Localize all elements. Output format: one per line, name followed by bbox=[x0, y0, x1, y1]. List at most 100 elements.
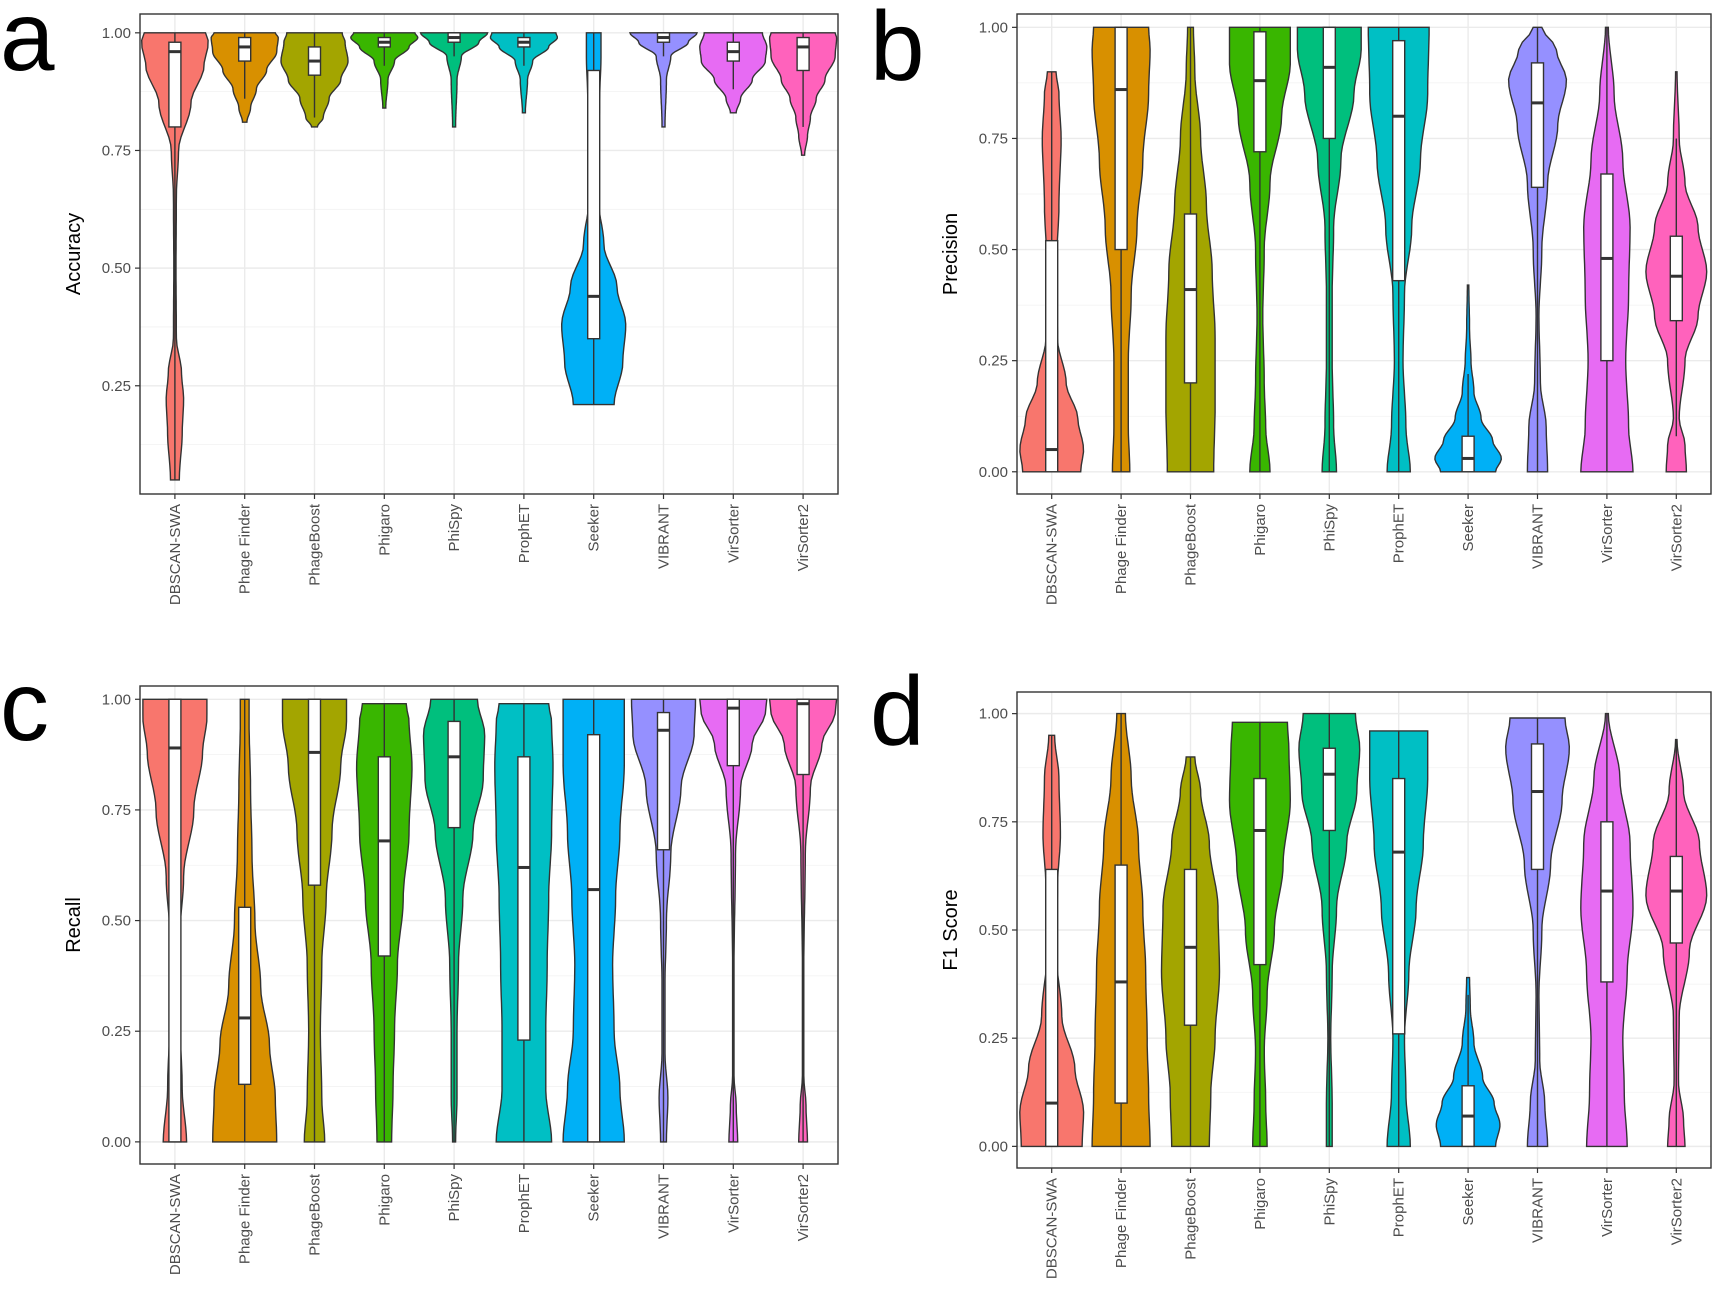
plot-background bbox=[140, 14, 838, 494]
violin-phigaro bbox=[350, 32, 419, 109]
box bbox=[656, 711, 671, 851]
violin-dbscan-swa bbox=[1019, 734, 1085, 1148]
panel-a: 0.25 0.50 0.75 1.00 DBSCAN-SWA Phage Finder Ph… bbox=[0, 0, 839, 605]
box bbox=[1669, 235, 1684, 322]
violin-virsorter bbox=[1580, 712, 1634, 1148]
box bbox=[1391, 777, 1406, 1035]
panel-c: 0.00 0.25 0.50 0.75 1.00 DBSCAN-SWA Phage Find… bbox=[0, 651, 839, 1275]
x-tick-label: VIBRANT bbox=[656, 1174, 673, 1239]
panel-label: c bbox=[0, 651, 49, 761]
x-tick-label: DBSCAN-SWA bbox=[167, 504, 184, 605]
x-tick-label: ProphET bbox=[1391, 504, 1408, 563]
violin-vibrant bbox=[628, 32, 699, 128]
x-tick-label: PhageBoost bbox=[1183, 1177, 1200, 1260]
violin-dbscan-swa bbox=[142, 698, 208, 1143]
box bbox=[1530, 743, 1545, 871]
y-tick-label: 0.50 bbox=[102, 260, 131, 277]
y-tick-label: 0.00 bbox=[102, 1134, 131, 1151]
violin-phispy bbox=[1298, 712, 1361, 1148]
y-tick-label: 0.00 bbox=[979, 464, 1008, 481]
violin-phage-finder bbox=[1091, 712, 1151, 1148]
violin-prophet bbox=[1367, 26, 1430, 473]
box bbox=[1183, 213, 1198, 384]
violin-vibrant bbox=[1504, 717, 1571, 1148]
x-tick-label: PhiSpy bbox=[1321, 504, 1338, 552]
x-tick-label: Phage Finder bbox=[1113, 1178, 1130, 1268]
box bbox=[237, 906, 252, 1086]
y-tick-label: 0.75 bbox=[979, 814, 1008, 831]
violin-phispy bbox=[1296, 26, 1362, 473]
violin-vibrant bbox=[1507, 26, 1568, 473]
y-tick-label: 0.25 bbox=[979, 353, 1008, 370]
violin-phageboost bbox=[280, 32, 349, 128]
box bbox=[726, 698, 740, 767]
box bbox=[1253, 31, 1267, 153]
x-tick-label: VirSorter2 bbox=[795, 504, 812, 571]
box bbox=[1669, 855, 1684, 944]
violin-phispy bbox=[419, 32, 489, 128]
y-axis-title: Accuracy bbox=[63, 213, 85, 295]
violin-phageboost bbox=[1165, 26, 1216, 473]
box bbox=[1114, 26, 1128, 251]
violin-virsorter bbox=[1580, 26, 1634, 473]
x-tick-label: PhageBoost bbox=[307, 1173, 324, 1256]
violin-prophet bbox=[494, 703, 554, 1143]
x-tick-label: ProphET bbox=[1391, 1178, 1408, 1237]
x-tick-label: Phage Finder bbox=[237, 1174, 254, 1264]
violin-phage-finder bbox=[211, 698, 278, 1143]
violin-virsorter2 bbox=[1645, 738, 1708, 1148]
panel-b: 0.00 0.25 0.50 0.75 1.00 DBSCAN-SWA Phage Find… bbox=[870, 0, 1712, 605]
violin-virsorter2 bbox=[768, 32, 838, 156]
violin-seeker bbox=[560, 32, 627, 406]
violin-phage-finder bbox=[1091, 26, 1151, 473]
violin-body bbox=[628, 32, 699, 128]
box bbox=[1461, 435, 1475, 473]
x-tick-label: PhiSpy bbox=[446, 504, 463, 552]
x-tick-label: VIBRANT bbox=[1530, 504, 1547, 569]
y-tick-label: 1.00 bbox=[979, 19, 1008, 36]
violin-body bbox=[350, 32, 419, 109]
y-tick-label: 0.50 bbox=[979, 922, 1008, 939]
y-tick-label: 1.00 bbox=[979, 706, 1008, 723]
violin-dbscan-swa bbox=[140, 32, 209, 481]
x-tick-label: VirSorter2 bbox=[795, 1174, 812, 1241]
box bbox=[1530, 62, 1545, 189]
plot-border bbox=[139, 13, 839, 495]
y-tick-label: 0.75 bbox=[102, 802, 131, 819]
x-tick-label: DBSCAN-SWA bbox=[167, 1174, 184, 1275]
y-tick-label: 0.75 bbox=[979, 130, 1008, 147]
violin-vibrant bbox=[630, 698, 697, 1143]
y-axis-title: Recall bbox=[63, 897, 85, 953]
x-tick-label: ProphET bbox=[516, 504, 533, 563]
x-tick-label: ProphET bbox=[516, 1174, 533, 1233]
box bbox=[1322, 26, 1337, 140]
x-tick-label: PhageBoost bbox=[1183, 503, 1200, 586]
box bbox=[447, 720, 461, 829]
box bbox=[1114, 864, 1128, 1104]
box bbox=[1253, 777, 1267, 966]
violin-phigaro bbox=[1228, 721, 1292, 1148]
y-tick-label: 0.25 bbox=[102, 378, 131, 395]
box bbox=[517, 756, 531, 1041]
box bbox=[237, 36, 252, 62]
y-axis-title: F1 Score bbox=[940, 889, 962, 970]
x-tick-label: VirSorter bbox=[725, 504, 742, 563]
box bbox=[1391, 39, 1406, 282]
x-tick-label: Seeker bbox=[1460, 504, 1477, 552]
violin-phispy bbox=[422, 698, 486, 1143]
x-tick-label: VirSorter bbox=[1599, 504, 1616, 563]
panel-label: d bbox=[870, 656, 925, 766]
x-tick-label: PhageBoost bbox=[307, 503, 324, 586]
box bbox=[168, 698, 182, 1143]
x-tick-label: Phigaro bbox=[1252, 504, 1269, 556]
y-tick-label: 0.75 bbox=[102, 142, 131, 159]
violin-phage-finder bbox=[210, 32, 279, 123]
x-tick-label: Phigaro bbox=[376, 1174, 393, 1226]
x-tick-label: DBSCAN-SWA bbox=[1044, 1178, 1061, 1279]
violin-phageboost bbox=[1160, 756, 1221, 1148]
violin-prophet bbox=[1369, 730, 1429, 1148]
box bbox=[168, 41, 182, 128]
x-tick-label: DBSCAN-SWA bbox=[1044, 504, 1061, 605]
